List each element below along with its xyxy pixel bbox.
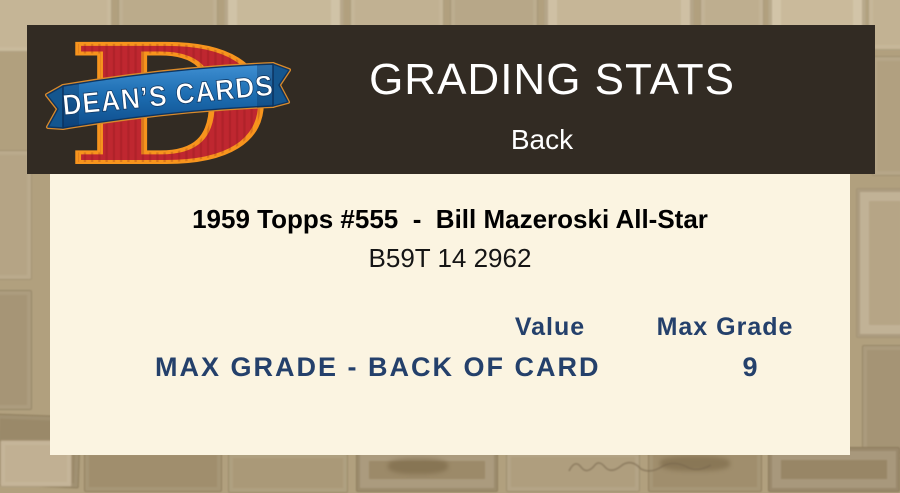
faded-card <box>84 450 222 492</box>
header-bar: D D DEAN’S CARDS GRADING STATS Back <box>27 25 875 174</box>
signature-scribble <box>568 461 712 472</box>
grading-stats-panel: 1959 Topps #555 - Bill Mazeroski All-Sta… <box>50 174 850 455</box>
column-header-max-grade: Max Grade <box>656 313 794 341</box>
side-subtitle: Back <box>510 124 574 155</box>
header-text-block: GRADING STATS Back <box>237 25 875 174</box>
deans-cards-logo[interactable]: D D DEAN’S CARDS <box>45 32 295 172</box>
page-title: GRADING STATS <box>369 55 735 104</box>
faded-card <box>0 150 32 280</box>
faded-card <box>0 290 32 410</box>
column-header-value: Value <box>514 313 586 341</box>
card-serial-number: B59T 14 2962 <box>368 243 532 273</box>
stat-row-max-grade-value: 9 <box>742 352 758 382</box>
faded-card <box>862 345 900 459</box>
faded-card <box>872 56 900 176</box>
logo-ribbon: DEAN’S CARDS <box>45 62 291 130</box>
faded-print-blob <box>388 458 448 474</box>
stat-row-label: MAX GRADE - BACK OF CARD <box>155 352 601 382</box>
faded-card <box>856 188 900 338</box>
faded-card <box>228 453 348 493</box>
faded-print-blob <box>660 456 730 471</box>
card-title: 1959 Topps #555 - Bill Mazeroski All-Sta… <box>192 204 708 234</box>
